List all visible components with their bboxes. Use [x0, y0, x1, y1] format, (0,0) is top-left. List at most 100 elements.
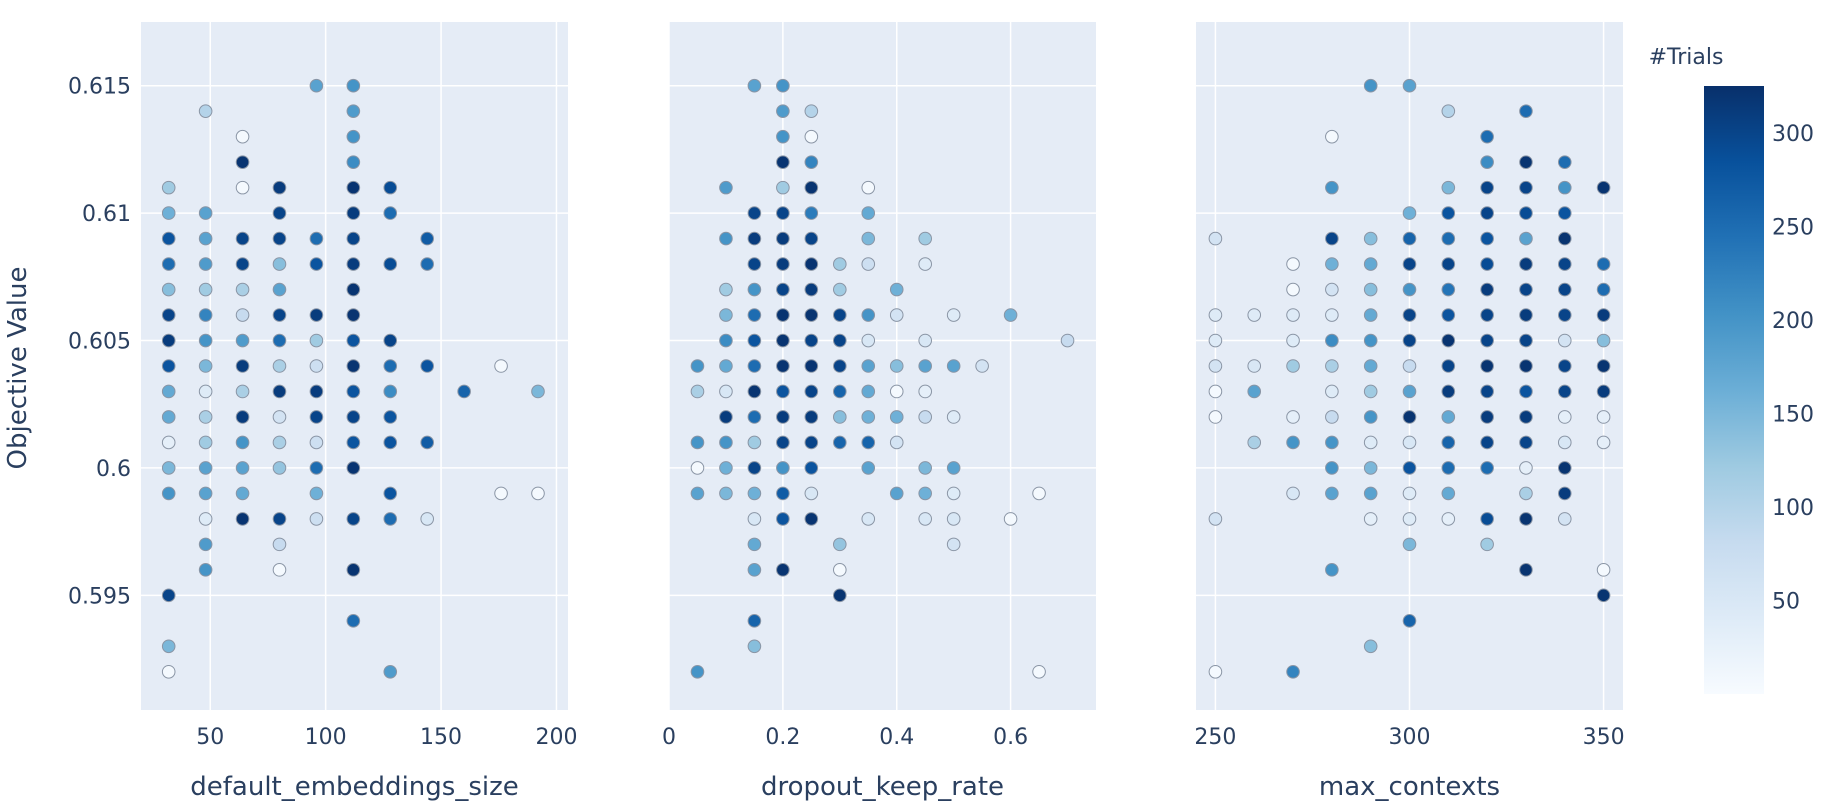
- data-point[interactable]: [161, 257, 176, 271]
- data-point[interactable]: [1286, 282, 1300, 297]
- data-point[interactable]: [1519, 206, 1533, 220]
- data-point[interactable]: [1557, 384, 1572, 399]
- data-point[interactable]: [1557, 257, 1572, 271]
- data-point[interactable]: [861, 180, 876, 195]
- data-point[interactable]: [804, 333, 819, 348]
- data-point[interactable]: [1032, 664, 1046, 679]
- data-point[interactable]: [1402, 282, 1417, 297]
- data-point[interactable]: [776, 231, 790, 246]
- data-point[interactable]: [1325, 461, 1339, 475]
- data-point[interactable]: [235, 180, 250, 195]
- data-point[interactable]: [309, 257, 324, 271]
- data-point[interactable]: [1325, 231, 1339, 246]
- data-point[interactable]: [1325, 435, 1339, 450]
- data-point[interactable]: [346, 563, 361, 577]
- data-point[interactable]: [198, 461, 213, 475]
- data-point[interactable]: [346, 614, 361, 628]
- data-point[interactable]: [272, 231, 287, 246]
- data-point[interactable]: [946, 410, 961, 424]
- data-point[interactable]: [1363, 78, 1378, 93]
- data-point[interactable]: [1003, 308, 1018, 322]
- data-point[interactable]: [918, 359, 933, 373]
- data-point[interactable]: [861, 359, 876, 373]
- data-point[interactable]: [1402, 359, 1417, 373]
- data-point[interactable]: [161, 461, 176, 475]
- data-point[interactable]: [1325, 257, 1339, 271]
- data-point[interactable]: [918, 231, 933, 246]
- data-point[interactable]: [889, 410, 904, 424]
- data-point[interactable]: [1557, 410, 1572, 424]
- data-point[interactable]: [383, 180, 398, 195]
- data-point[interactable]: [747, 282, 762, 297]
- data-point[interactable]: [1557, 231, 1572, 246]
- data-point[interactable]: [1325, 410, 1339, 424]
- data-point[interactable]: [1363, 639, 1378, 654]
- data-point[interactable]: [776, 257, 790, 271]
- data-point[interactable]: [1596, 308, 1611, 322]
- data-point[interactable]: [1286, 308, 1300, 322]
- data-point[interactable]: [861, 435, 876, 450]
- data-point[interactable]: [1363, 435, 1378, 450]
- data-point[interactable]: [161, 384, 176, 399]
- data-point[interactable]: [747, 384, 762, 399]
- data-point[interactable]: [833, 308, 847, 322]
- data-point[interactable]: [235, 308, 250, 322]
- data-point[interactable]: [309, 384, 324, 399]
- data-point[interactable]: [861, 512, 876, 526]
- data-point[interactable]: [1480, 435, 1494, 450]
- data-point[interactable]: [1519, 512, 1533, 526]
- data-point[interactable]: [861, 257, 876, 271]
- data-point[interactable]: [235, 486, 250, 501]
- data-point[interactable]: [1596, 282, 1611, 297]
- data-point[interactable]: [1441, 410, 1456, 424]
- data-point[interactable]: [1363, 486, 1378, 501]
- data-point[interactable]: [1557, 486, 1572, 501]
- data-point[interactable]: [420, 257, 435, 271]
- data-point[interactable]: [346, 104, 361, 118]
- data-point[interactable]: [235, 129, 250, 144]
- data-point[interactable]: [1441, 308, 1456, 322]
- data-point[interactable]: [889, 384, 904, 399]
- data-point[interactable]: [804, 486, 819, 501]
- data-point[interactable]: [420, 359, 435, 373]
- data-point[interactable]: [1441, 282, 1456, 297]
- data-point[interactable]: [235, 282, 250, 297]
- data-point[interactable]: [1519, 486, 1533, 501]
- data-point[interactable]: [1286, 333, 1300, 348]
- data-point[interactable]: [1557, 206, 1572, 220]
- data-point[interactable]: [776, 104, 790, 118]
- data-point[interactable]: [1402, 206, 1417, 220]
- data-point[interactable]: [719, 435, 733, 450]
- data-point[interactable]: [1208, 664, 1223, 679]
- data-point[interactable]: [198, 410, 213, 424]
- data-point[interactable]: [747, 563, 762, 577]
- data-point[interactable]: [1557, 180, 1572, 195]
- data-point[interactable]: [776, 78, 790, 93]
- data-point[interactable]: [1519, 180, 1533, 195]
- data-point[interactable]: [747, 359, 762, 373]
- data-point[interactable]: [1557, 461, 1572, 475]
- data-point[interactable]: [1557, 308, 1572, 322]
- data-point[interactable]: [346, 384, 361, 399]
- data-point[interactable]: [346, 461, 361, 475]
- data-point[interactable]: [776, 180, 790, 195]
- data-point[interactable]: [719, 410, 733, 424]
- data-point[interactable]: [457, 384, 471, 399]
- data-point[interactable]: [1286, 435, 1300, 450]
- data-point[interactable]: [1402, 384, 1417, 399]
- data-point[interactable]: [161, 435, 176, 450]
- data-point[interactable]: [690, 486, 705, 501]
- data-point[interactable]: [235, 257, 250, 271]
- data-point[interactable]: [804, 435, 819, 450]
- data-point[interactable]: [494, 486, 508, 501]
- data-point[interactable]: [918, 486, 933, 501]
- data-point[interactable]: [1402, 78, 1417, 93]
- data-point[interactable]: [690, 359, 705, 373]
- data-point[interactable]: [747, 308, 762, 322]
- data-point[interactable]: [1557, 333, 1572, 348]
- data-point[interactable]: [776, 563, 790, 577]
- data-point[interactable]: [946, 486, 961, 501]
- data-point[interactable]: [861, 206, 876, 220]
- data-point[interactable]: [946, 512, 961, 526]
- data-point[interactable]: [1519, 257, 1533, 271]
